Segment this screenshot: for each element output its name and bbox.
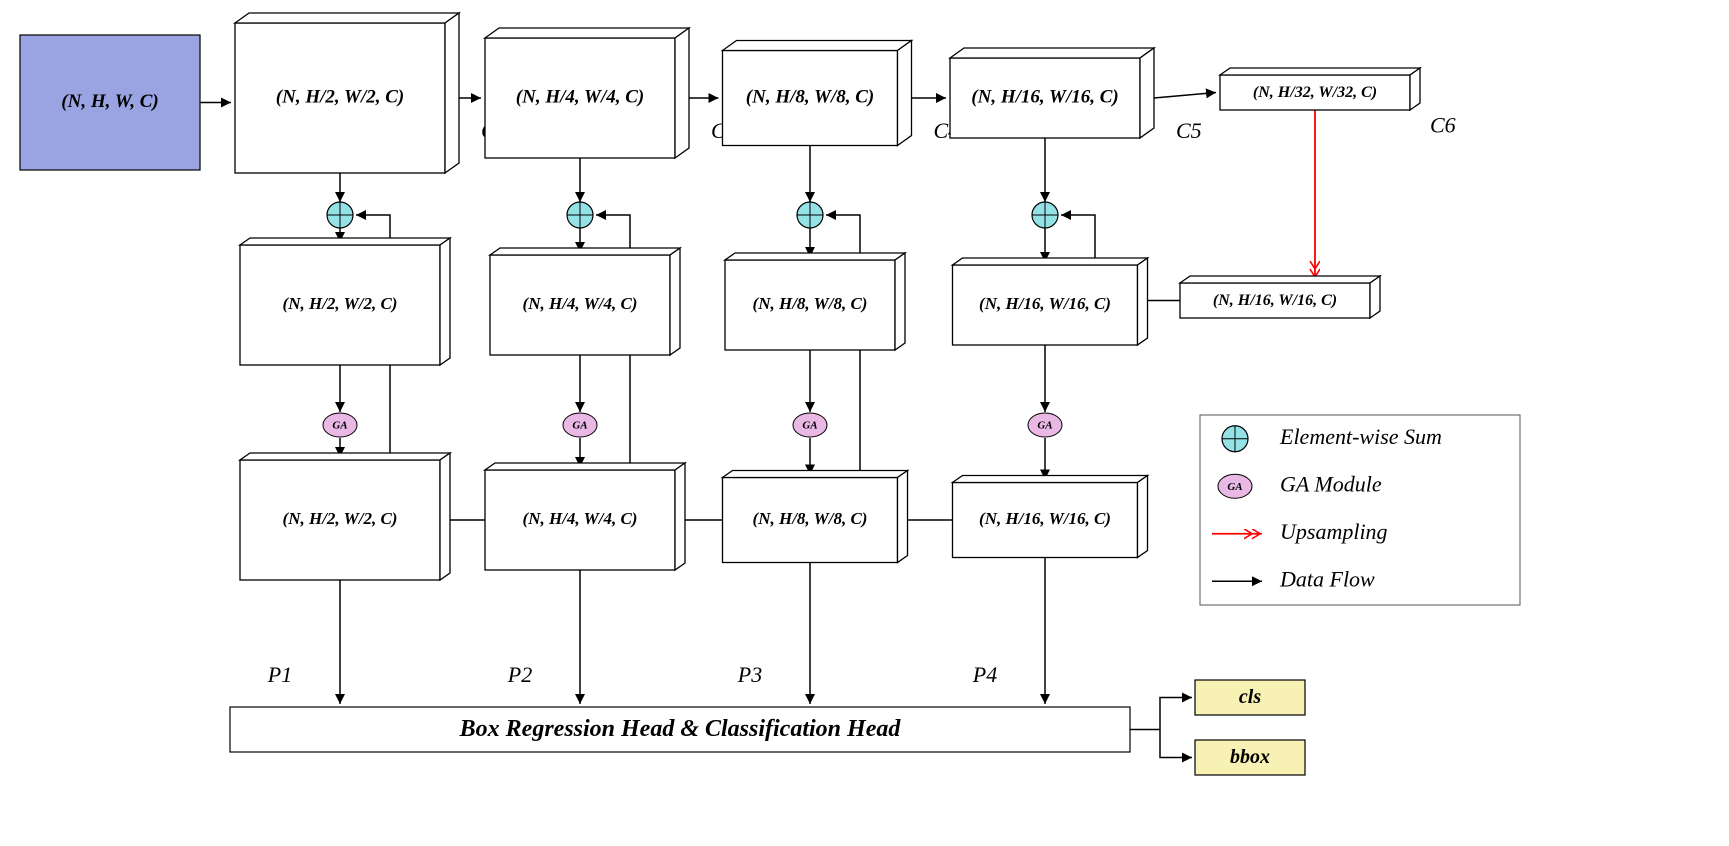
backbone-label-C6: (N, H/32, W/32, C) [1253, 84, 1377, 101]
edge-head-out0 [1160, 698, 1192, 730]
svg-text:GA: GA [802, 420, 817, 432]
svg-text:GA: GA [332, 420, 347, 432]
p-label-P1: P1 [267, 662, 292, 687]
sum-icon-3 [1032, 202, 1058, 228]
p-label-P3: P3 [737, 662, 762, 687]
legend: Element-wise Sum GA GA Module Upsampling Dat… [1200, 415, 1520, 605]
fpn-mid-label-0: (N, H/2, W/2, C) [283, 294, 398, 313]
upsampled-c6-label: (N, H/16, W/16, C) [1213, 292, 1337, 309]
fpn-mid-label-3: (N, H/16, W/16, C) [979, 294, 1111, 313]
fpn-mid-label-2: (N, H/8, W/8, C) [753, 294, 868, 313]
detection-head-label: Box Regression Head & Classification Hea… [459, 716, 902, 742]
fpn-out-label-1: (N, H/4, W/4, C) [523, 509, 638, 528]
stage-label-C5: C5 [1176, 118, 1202, 143]
legend-label-1: GA Module [1280, 471, 1382, 496]
sum-icon-2 [797, 202, 823, 228]
legend-label-3: Data Flow [1279, 566, 1375, 591]
fpn-out-label-0: (N, H/2, W/2, C) [283, 509, 398, 528]
svg-text:GA: GA [1227, 481, 1242, 493]
svg-text:GA: GA [1037, 420, 1052, 432]
output-label-cls: cls [1239, 686, 1261, 708]
ga-module-1: GA [563, 413, 597, 437]
fpn-out-label-3: (N, H/16, W/16, C) [979, 509, 1111, 528]
edge-head-out1 [1160, 730, 1192, 758]
backbone-label-C5: (N, H/16, W/16, C) [971, 86, 1118, 107]
fpn-mid-label-1: (N, H/4, W/4, C) [523, 294, 638, 313]
stage-label-C6: C6 [1430, 113, 1456, 138]
backbone-label-C2: (N, H/2, W/2, C) [276, 86, 404, 107]
output-label-bbox: bbox [1230, 746, 1270, 768]
legend-label-2: Upsampling [1280, 519, 1388, 544]
backbone-label-C3: (N, H/4, W/4, C) [516, 86, 644, 107]
ga-module-0: GA [323, 413, 357, 437]
backbone-label-C4: (N, H/8, W/8, C) [746, 86, 874, 107]
ga-module-2: GA [793, 413, 827, 437]
fpn-out-label-2: (N, H/8, W/8, C) [753, 509, 868, 528]
p-label-P4: P4 [972, 662, 997, 687]
legend-label-0: Element-wise Sum [1279, 424, 1442, 449]
p-label-P2: P2 [507, 662, 532, 687]
sum-icon-0 [327, 202, 353, 228]
ga-module-3: GA [1028, 413, 1062, 437]
sum-icon-1 [567, 202, 593, 228]
svg-text:GA: GA [572, 420, 587, 432]
edge-c5-c6 [1154, 93, 1216, 99]
input-label: (N, H, W, C) [61, 91, 158, 112]
